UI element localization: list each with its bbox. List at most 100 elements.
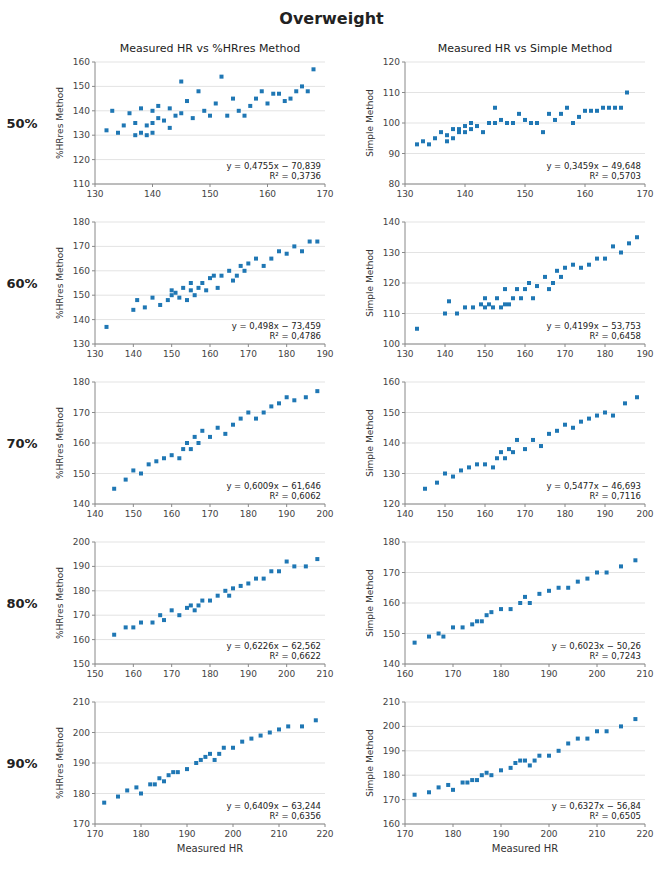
scatter-point bbox=[240, 740, 244, 744]
y-axis-line bbox=[405, 702, 406, 824]
annotation: y = 0,6023x − 50,26R² = 0,7243 bbox=[550, 640, 643, 662]
scatter-point bbox=[627, 241, 631, 245]
x-tick-label: 170 bbox=[201, 509, 218, 519]
scatter-point bbox=[421, 139, 425, 143]
grid-line bbox=[95, 473, 325, 474]
annotation-background bbox=[224, 160, 323, 182]
scatter-point bbox=[105, 325, 109, 329]
scatter-point bbox=[213, 758, 217, 762]
x-tick-label: 150 bbox=[516, 189, 533, 199]
y-tick-label: 180 bbox=[73, 586, 90, 596]
scatter-point bbox=[177, 456, 181, 460]
scatter-point bbox=[535, 284, 539, 288]
y-tick-label: 160 bbox=[73, 266, 90, 276]
y-tick-label: 140 bbox=[383, 217, 400, 227]
scatter-point bbox=[461, 781, 465, 785]
y-tick-label: 100 bbox=[383, 339, 400, 349]
scatter-point bbox=[571, 121, 575, 125]
scatter-point bbox=[292, 244, 296, 248]
grid-line bbox=[405, 750, 645, 751]
plot-area bbox=[405, 235, 645, 344]
scatter-point bbox=[134, 785, 138, 789]
scatter-point bbox=[427, 635, 431, 639]
grid-line bbox=[405, 572, 645, 573]
annotation-text: R² = 0,6062 bbox=[269, 491, 321, 501]
x-tick-label: 160 bbox=[259, 189, 276, 199]
scatter-point bbox=[495, 456, 499, 460]
scatter-point bbox=[225, 114, 229, 118]
x-tick-label: 150 bbox=[86, 669, 103, 679]
scatter-point bbox=[125, 788, 129, 792]
scatter-point bbox=[437, 632, 441, 636]
annotation: y = 0,5477x − 46,693R² = 0,7116 bbox=[544, 480, 643, 502]
scatter-point bbox=[445, 133, 449, 137]
y-tick-label: 130 bbox=[383, 469, 400, 479]
scatter-point bbox=[285, 252, 289, 256]
scatter-point bbox=[158, 303, 162, 307]
x-tick-label: 160 bbox=[163, 509, 180, 519]
annotation: y = 0,6327x − 56,84R² = 0,6505 bbox=[550, 800, 643, 822]
annotation-text: R² = 0,7116 bbox=[589, 491, 641, 501]
x-tick-label: 170 bbox=[636, 189, 653, 199]
scatter-point bbox=[231, 586, 235, 590]
scatter-point bbox=[216, 594, 220, 598]
grid-line bbox=[405, 702, 645, 703]
plot-area bbox=[95, 389, 325, 504]
scatter-point bbox=[147, 462, 151, 466]
scatter-point bbox=[168, 126, 172, 130]
annotation-background bbox=[550, 800, 643, 822]
annotation-text: y = 0,6009x − 61,646 bbox=[226, 481, 321, 491]
scatter-point bbox=[235, 274, 239, 278]
scatter-point bbox=[470, 622, 474, 626]
grid-line bbox=[405, 726, 645, 727]
scatter-point bbox=[179, 80, 183, 84]
column-title: Measured HR vs Simple Method bbox=[438, 42, 613, 55]
annotation: y = 0,6226x − 62,562R² = 0,6622 bbox=[224, 640, 323, 662]
grid-line bbox=[95, 135, 325, 136]
scatter-point bbox=[551, 281, 555, 285]
x-tick-label: 170 bbox=[86, 829, 103, 839]
annotation-text: R² = 0,6356 bbox=[269, 811, 321, 821]
scatter-point bbox=[185, 606, 189, 610]
scatter-point bbox=[262, 264, 266, 268]
y-tick-label: 120 bbox=[383, 278, 400, 288]
scatter-point bbox=[531, 438, 535, 442]
scatter-point bbox=[485, 771, 489, 775]
scatter-point bbox=[499, 118, 503, 122]
x-tick-label: 180 bbox=[201, 669, 218, 679]
row-label: 60% bbox=[6, 276, 37, 291]
x-tick-label: 180 bbox=[444, 829, 461, 839]
scatter-point bbox=[277, 569, 281, 573]
scatter-point bbox=[555, 269, 559, 273]
x-axis-line bbox=[95, 504, 325, 505]
scatter-point bbox=[513, 761, 517, 765]
scatter-point bbox=[177, 296, 181, 300]
y-tick-label: 200 bbox=[383, 721, 400, 731]
x-tick-label: 210 bbox=[270, 829, 287, 839]
scatter-point bbox=[254, 417, 258, 421]
scatter-point bbox=[220, 75, 224, 79]
scatter-point bbox=[583, 109, 587, 113]
scatter-point bbox=[471, 305, 475, 309]
scatter-point bbox=[559, 112, 563, 116]
x-axis-line bbox=[405, 824, 645, 825]
scatter-point bbox=[208, 599, 212, 603]
x-tick-label: 200 bbox=[636, 509, 653, 519]
y-tick-label: 130 bbox=[383, 248, 400, 258]
scatter-point bbox=[170, 288, 174, 292]
scatter-point bbox=[271, 92, 275, 96]
panel: 160170180190200210170180190200210220Simp… bbox=[365, 697, 654, 873]
grid-line bbox=[405, 222, 645, 223]
scatter-point bbox=[156, 116, 160, 120]
scatter-point bbox=[151, 296, 155, 300]
scatter-point bbox=[133, 121, 137, 125]
y-axis-label: Simple Method bbox=[365, 249, 375, 316]
grid-line bbox=[95, 664, 325, 665]
grid-line bbox=[95, 382, 325, 383]
scatter-point bbox=[283, 99, 287, 103]
scatter-point bbox=[547, 287, 551, 291]
x-tick-label: 190 bbox=[278, 509, 295, 519]
scatter-point bbox=[277, 727, 281, 731]
y-axis-label: %HRres Method bbox=[55, 727, 65, 799]
annotation-text: R² = 0,6622 bbox=[269, 651, 321, 661]
